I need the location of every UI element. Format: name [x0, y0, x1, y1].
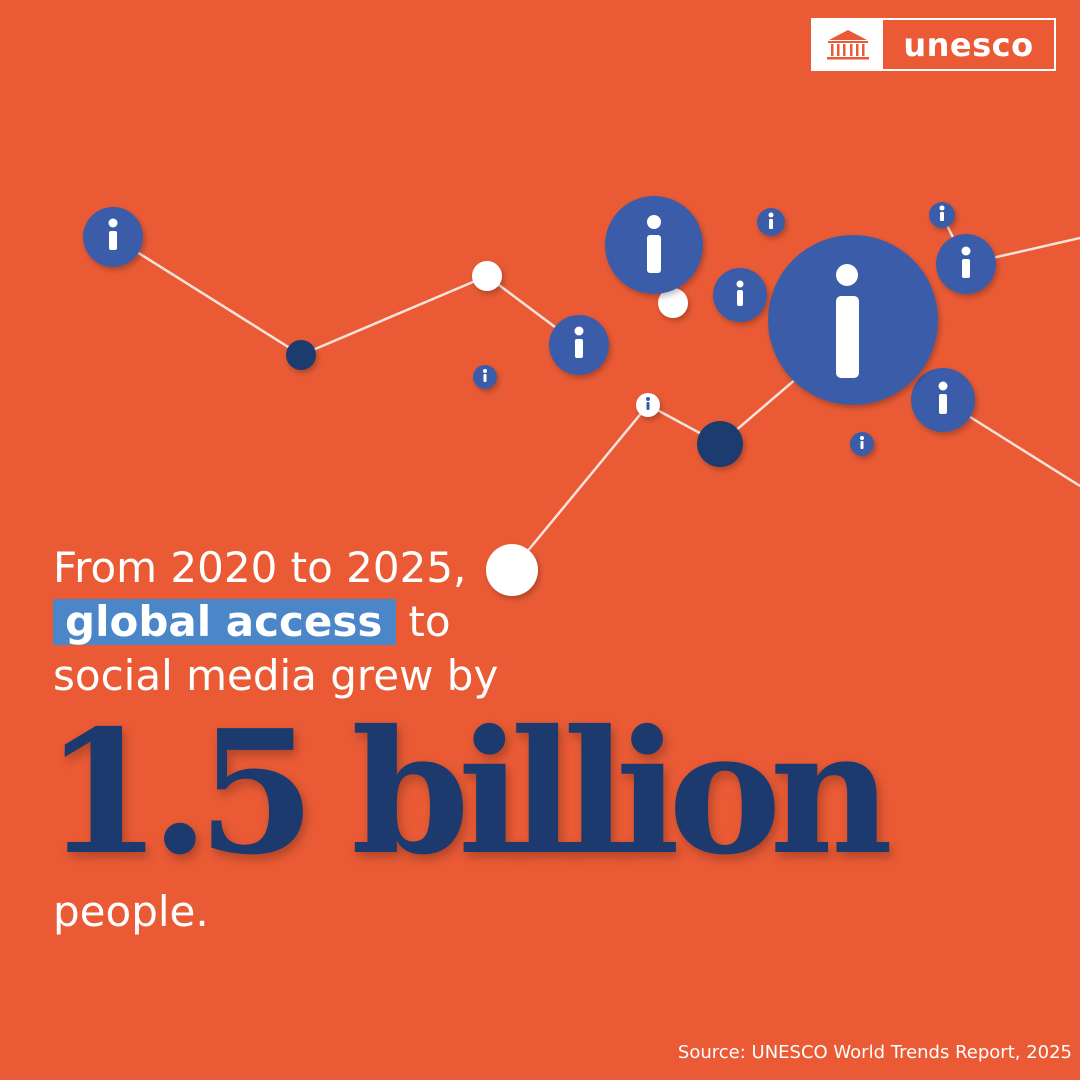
- node-dot: [472, 261, 502, 291]
- source-note: Source: UNESCO World Trends Report, 2025: [677, 1042, 1072, 1063]
- node-dot: [697, 421, 743, 467]
- info-icon: [850, 432, 874, 456]
- info-icon: [83, 207, 143, 267]
- node-dot: [658, 288, 688, 318]
- headline-line-1: From 2020 to 2025,: [53, 543, 467, 592]
- info-icon: [636, 393, 660, 417]
- info-icon: [911, 368, 975, 432]
- highlight-phrase: global access: [53, 599, 397, 645]
- headline-line-3: social media grew by: [53, 651, 499, 700]
- node-dot: [486, 544, 538, 596]
- temple-emblem-icon: [813, 20, 883, 69]
- info-icon: [929, 202, 955, 228]
- headline-line-2: global access to: [53, 596, 451, 648]
- info-icon: [757, 208, 785, 236]
- headline-line-2-rest: to: [408, 597, 451, 646]
- brand-wordmark: unesco: [903, 25, 1034, 64]
- node-dot: [286, 340, 316, 370]
- unesco-logo: unesco: [811, 18, 1056, 71]
- info-icon: [473, 365, 497, 389]
- info-icon: [768, 235, 938, 405]
- big-number: 1.5 billion: [44, 693, 893, 893]
- info-icon: [549, 315, 609, 375]
- info-icon: [605, 196, 703, 294]
- info-icon: [713, 268, 767, 322]
- headline-line-5: people.: [53, 887, 209, 936]
- info-icon: [936, 234, 996, 294]
